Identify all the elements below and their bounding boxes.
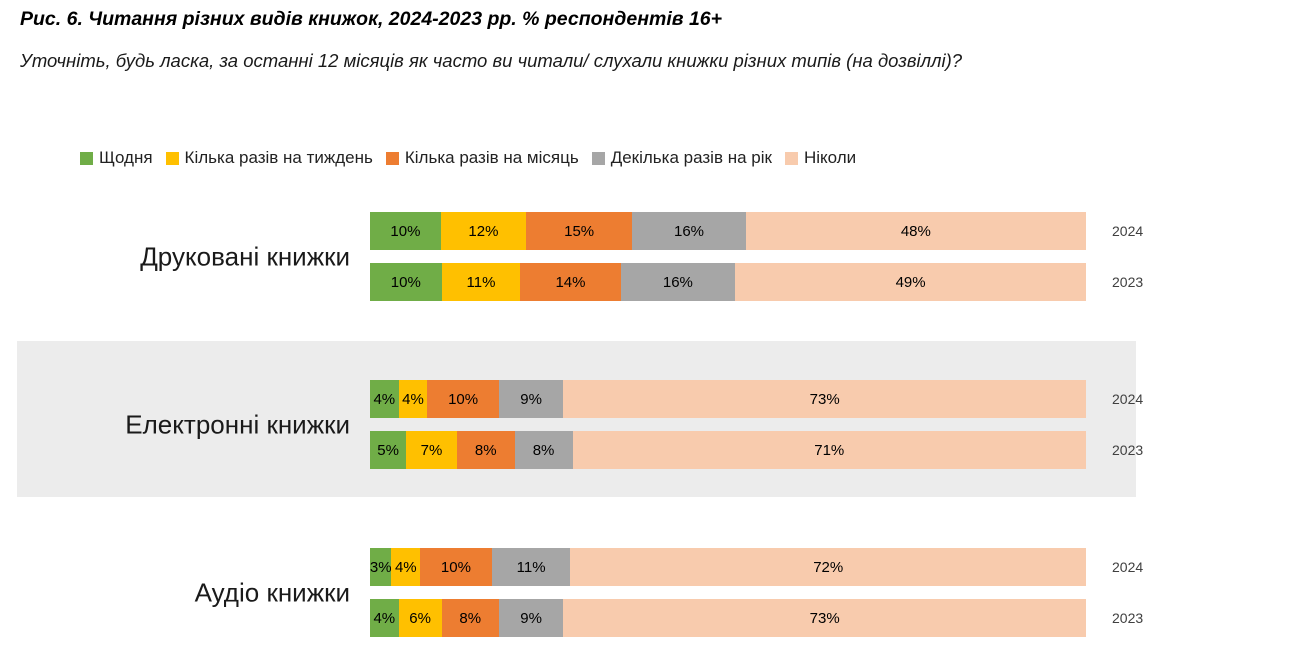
stacked-bar: 3% 4% 10% 11% 72% bbox=[370, 548, 1086, 586]
bar-segment: 8% bbox=[456, 431, 515, 469]
bar-segment: 73% bbox=[563, 599, 1086, 637]
year-label: 2023 bbox=[1112, 274, 1144, 290]
bar-segment: 10% bbox=[427, 380, 499, 418]
legend-label: Ніколи bbox=[803, 148, 857, 167]
bar-segment: 14% bbox=[520, 263, 621, 301]
bar-segment: 12% bbox=[440, 212, 526, 250]
bar-segment: 71% bbox=[572, 431, 1086, 469]
category-label: Друковані книжки bbox=[140, 241, 350, 271]
legend-label: Декілька разів на рік bbox=[610, 148, 772, 167]
year-label: 2024 bbox=[1112, 559, 1144, 575]
year-label: 2023 bbox=[1112, 442, 1144, 458]
bar-segment: 11% bbox=[441, 263, 521, 301]
bar-segment: 6% bbox=[398, 599, 442, 637]
bar-segment: 5% bbox=[370, 431, 407, 469]
legend-item: Кілька разів на тиждень bbox=[165, 148, 373, 168]
bar-segment: 7% bbox=[406, 431, 457, 469]
stacked-bar: 10% 11% 14% 16% 49% bbox=[370, 263, 1086, 301]
stacked-bar: 5% 7% 8% 8% 71% bbox=[370, 431, 1086, 469]
bar-segment: 73% bbox=[563, 380, 1086, 418]
bar-segment: 49% bbox=[735, 263, 1086, 301]
legend-item: Ніколи bbox=[784, 148, 857, 168]
bar-segment: 9% bbox=[498, 599, 564, 637]
chart-subtitle: Уточніть, будь ласка, за останні 12 міся… bbox=[20, 50, 963, 71]
stacked-bar: 10% 12% 15% 16% 48% bbox=[370, 212, 1086, 250]
category-label: Електронні книжки bbox=[125, 409, 350, 439]
bar-segment: 16% bbox=[632, 212, 746, 250]
year-label: 2024 bbox=[1112, 223, 1144, 239]
bar-segment: 11% bbox=[491, 548, 571, 586]
legend-swatch-icon bbox=[165, 151, 179, 165]
legend-label: Кілька разів на тиждень bbox=[184, 148, 373, 167]
legend-item: Декілька разів на рік bbox=[591, 148, 772, 168]
legend-item: Щодня bbox=[80, 148, 153, 168]
bar-segment: 10% bbox=[420, 548, 492, 586]
year-label: 2024 bbox=[1112, 391, 1144, 407]
bar-segment: 8% bbox=[514, 431, 573, 469]
legend-item: Кілька разів на місяць bbox=[385, 148, 579, 168]
bar-segment: 15% bbox=[525, 212, 633, 250]
page-title: Рис. 6. Читання різних видів книжок, 202… bbox=[20, 8, 723, 30]
highlight-band bbox=[17, 341, 1136, 497]
bar-segment: 10% bbox=[370, 212, 441, 250]
stacked-bar: 4% 4% 10% 9% 73% bbox=[370, 380, 1086, 418]
bar-segment: 4% bbox=[391, 548, 421, 586]
legend-swatch-icon bbox=[80, 151, 93, 165]
year-label: 2023 bbox=[1112, 610, 1144, 626]
legend-swatch-icon bbox=[784, 151, 798, 165]
legend-swatch-icon bbox=[591, 151, 605, 165]
bar-segment: 9% bbox=[498, 380, 564, 418]
bar-segment: 3% bbox=[370, 548, 392, 586]
bar-segment: 16% bbox=[620, 263, 736, 301]
legend-label: Щодня bbox=[99, 148, 153, 167]
legend: Щодня Кілька разів на тиждень Кілька разів… bbox=[80, 148, 856, 168]
legend-label: Кілька разів на місяць bbox=[404, 148, 579, 167]
bar-segment: 4% bbox=[370, 599, 399, 637]
stacked-bar: 4% 6% 8% 9% 73% bbox=[370, 599, 1086, 637]
bar-segment: 8% bbox=[441, 599, 499, 637]
category-label: Аудіо книжки bbox=[194, 577, 350, 607]
bar-segment: 10% bbox=[370, 263, 442, 301]
bar-segment: 4% bbox=[370, 380, 399, 418]
bar-segment: 4% bbox=[398, 380, 428, 418]
bar-segment: 72% bbox=[570, 548, 1086, 586]
legend-swatch-icon bbox=[385, 151, 399, 165]
bar-segment: 48% bbox=[745, 212, 1086, 250]
